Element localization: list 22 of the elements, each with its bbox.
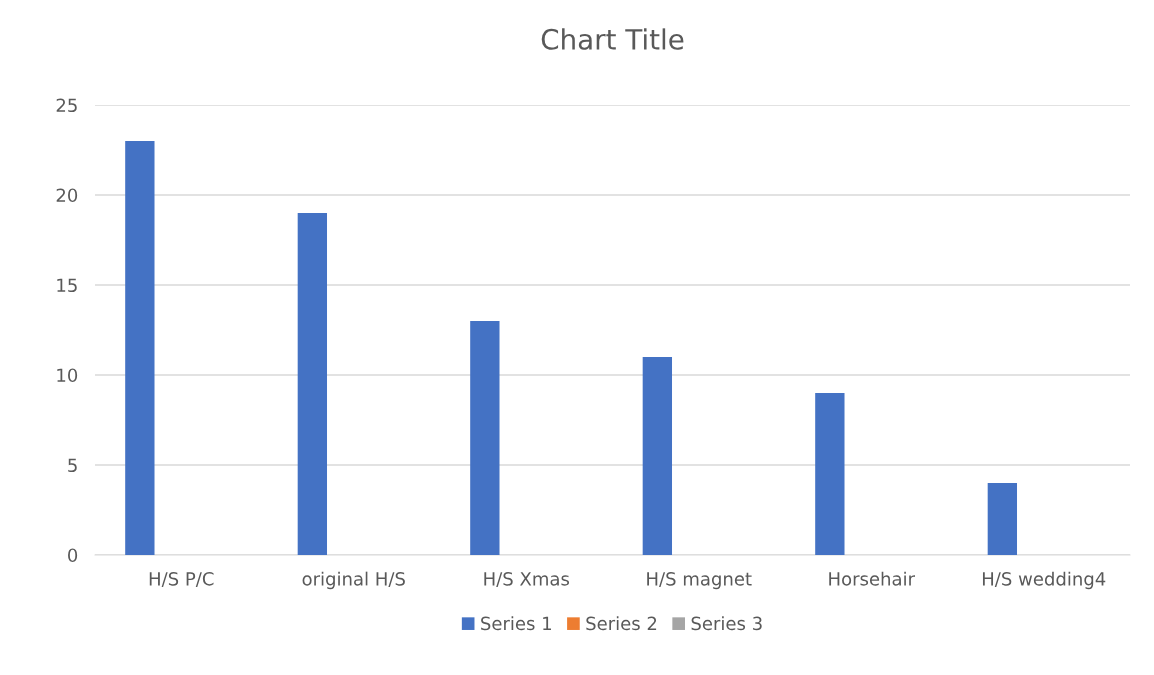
- bar: [470, 321, 500, 555]
- x-tick-label: H/S Xmas: [484, 571, 570, 588]
- y-tick-label: 20: [56, 188, 78, 203]
- bar: [125, 141, 155, 555]
- x-tick-label: H/S magnet: [647, 571, 752, 590]
- bar: [642, 357, 673, 555]
- x-tick-label: original H/S: [302, 571, 405, 590]
- y-tick-label: 0: [68, 548, 78, 563]
- y-tick-label: 15: [57, 278, 77, 293]
- chart-title: Chart Title: [541, 28, 684, 50]
- bar: [297, 213, 328, 555]
- legend-label: Series 1: [481, 616, 551, 631]
- bar: [987, 483, 1018, 555]
- x-tick-label: H/S wedding4: [982, 571, 1106, 590]
- y-tick-label: 10: [57, 368, 78, 383]
- x-tick-label: Horsehair: [829, 571, 915, 586]
- bar: [815, 393, 845, 555]
- legend-label: Series 3: [691, 616, 762, 631]
- y-tick-label: 25: [56, 98, 77, 113]
- legend-label: Series 2: [586, 616, 657, 631]
- x-tick-label: H/S P/C: [149, 571, 214, 588]
- y-tick-label: 5: [68, 458, 77, 473]
